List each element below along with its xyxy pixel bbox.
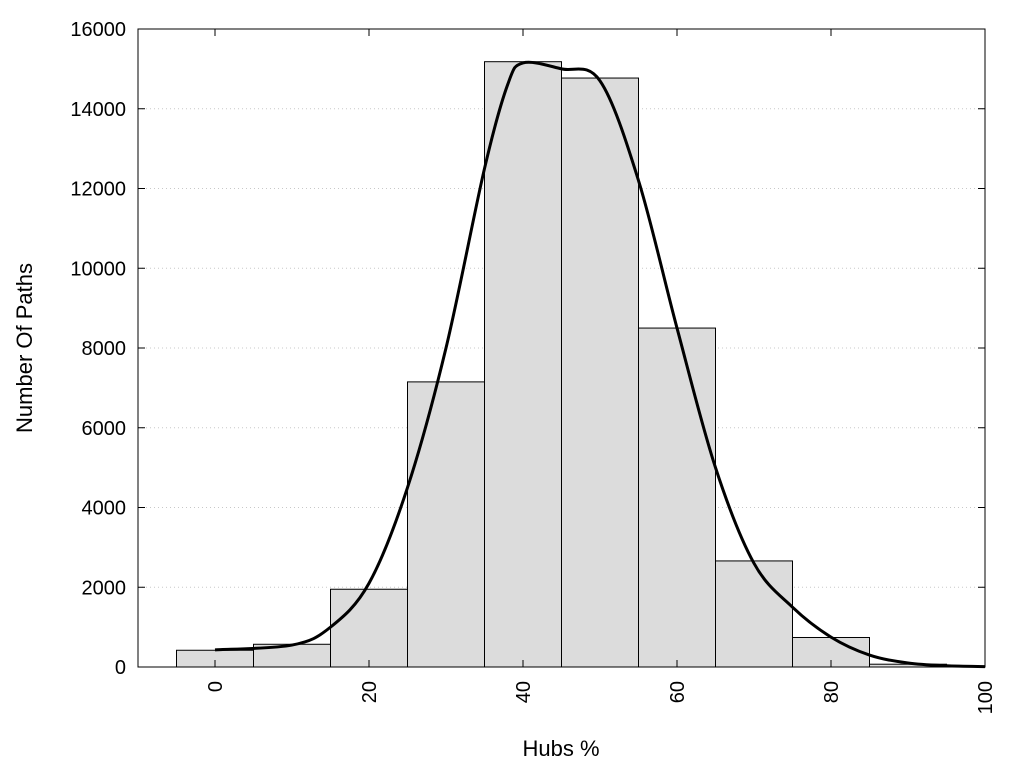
y-tick-label: 8000 bbox=[82, 338, 127, 360]
x-tick-label: 20 bbox=[359, 681, 381, 703]
bars bbox=[176, 61, 986, 668]
histogram-bar bbox=[561, 77, 639, 668]
y-tick-label: 0 bbox=[115, 657, 126, 679]
x-tick-label: 100 bbox=[975, 681, 997, 714]
x-tick-label: 60 bbox=[667, 681, 689, 703]
x-tick-label: 40 bbox=[513, 681, 535, 703]
histogram-bar bbox=[330, 588, 408, 668]
x-axis-title: Hubs % bbox=[522, 736, 599, 761]
x-tick-label: 80 bbox=[821, 681, 843, 703]
y-tick-labels: 0 2000 4000 6000 8000 10000 12000 14000 16000 bbox=[70, 19, 126, 679]
x-tick-label: 0 bbox=[205, 681, 227, 692]
y-axis-title: Number Of Paths bbox=[12, 263, 37, 433]
histogram-bar bbox=[484, 61, 562, 668]
y-tick-label: 14000 bbox=[70, 99, 126, 121]
density-curve bbox=[214, 60, 986, 669]
y-tick-label: 16000 bbox=[70, 19, 126, 41]
y-tick-label: 12000 bbox=[70, 179, 126, 201]
x-tick-labels: 0 20 40 60 80 100 bbox=[205, 681, 997, 714]
plot-frame bbox=[137, 28, 986, 668]
histogram-bar bbox=[715, 560, 793, 668]
y-tick-label: 4000 bbox=[82, 498, 127, 520]
y-tick-label: 2000 bbox=[82, 577, 127, 599]
histogram-bar bbox=[407, 381, 485, 668]
y-tick-label: 6000 bbox=[82, 418, 127, 440]
density-curve-line bbox=[214, 60, 986, 669]
histogram-bar bbox=[638, 327, 716, 668]
y-tick-label: 10000 bbox=[70, 258, 126, 280]
